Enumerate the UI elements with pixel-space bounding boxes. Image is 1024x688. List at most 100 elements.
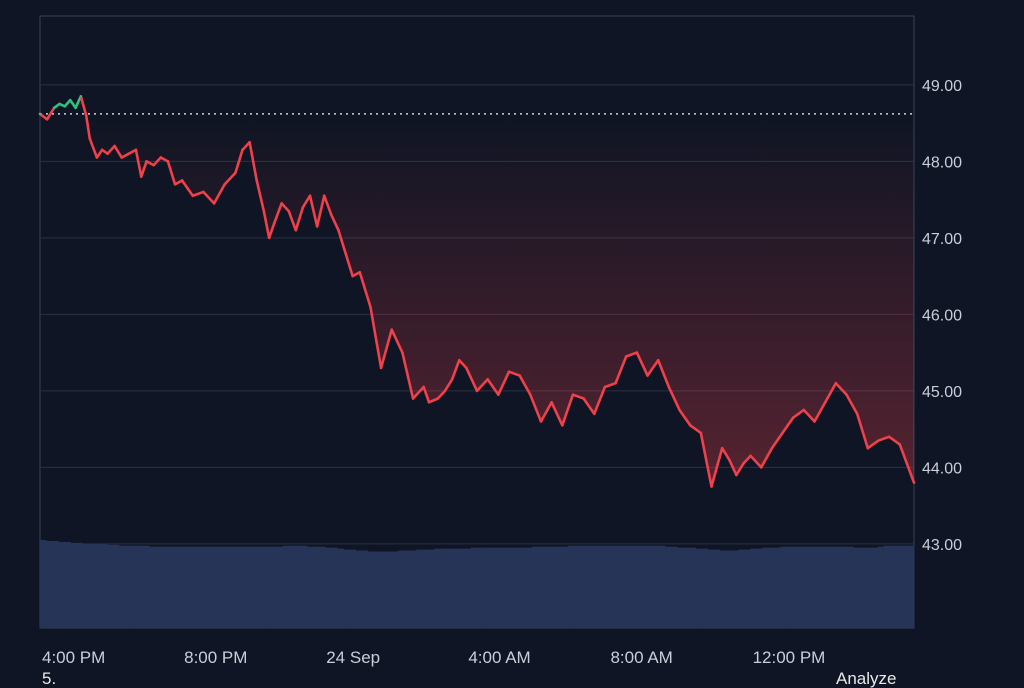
price-point — [486, 378, 489, 381]
volume-bar — [483, 547, 490, 628]
volume-bar — [270, 546, 278, 628]
price-point — [88, 137, 91, 140]
x-tick-label: 12:00 PM — [753, 648, 826, 667]
price-segment — [427, 397, 440, 404]
volume-bar — [719, 550, 727, 628]
price-point — [301, 206, 305, 209]
price-segment — [358, 270, 372, 309]
price-segment — [688, 423, 703, 435]
price-point — [770, 447, 774, 450]
price-segment — [273, 202, 283, 224]
volume-bar — [155, 546, 162, 628]
price-point — [379, 366, 383, 370]
volume-bar — [258, 546, 265, 628]
volume-bar — [40, 540, 47, 628]
price-segment — [113, 144, 124, 159]
volume-bar — [646, 545, 654, 628]
price-segment — [379, 328, 394, 370]
volume-bar — [592, 545, 599, 628]
price-point — [443, 389, 447, 393]
price-segment — [191, 190, 205, 198]
volume-bar — [841, 546, 848, 628]
volume-bar — [452, 548, 460, 628]
price-segment — [646, 358, 660, 377]
price-point — [308, 194, 312, 197]
price-point — [113, 144, 116, 148]
volume-bar — [829, 546, 836, 628]
volume-bar — [701, 548, 709, 628]
volume-bar — [410, 550, 417, 628]
volume-bar — [513, 547, 520, 628]
volume-bar — [294, 545, 302, 628]
price-point — [315, 225, 319, 228]
analyze-link[interactable]: Analyze — [836, 669, 897, 688]
price-segment — [560, 393, 575, 427]
price-segment — [248, 140, 259, 182]
volume-bar — [373, 551, 381, 628]
volume-bar — [580, 545, 587, 628]
volume-bar — [695, 548, 702, 628]
price-point — [507, 370, 511, 373]
price-point — [53, 106, 56, 110]
price-segment — [770, 431, 784, 450]
price-point — [262, 209, 266, 213]
price-point — [728, 458, 731, 461]
volume-bar — [574, 545, 581, 628]
price-point — [781, 431, 784, 435]
price-segment — [436, 389, 447, 400]
price-segment — [749, 454, 763, 469]
price-point — [465, 366, 468, 370]
volume-bar — [440, 548, 448, 628]
price-point — [140, 175, 143, 178]
price-point — [678, 408, 681, 412]
price-segment — [166, 160, 177, 186]
y-tick-label: 49.00 — [922, 78, 962, 95]
price-point — [234, 171, 237, 175]
volume-bar — [240, 546, 247, 628]
price-segment — [159, 156, 170, 163]
price-segment — [465, 366, 479, 393]
price-segment — [84, 114, 92, 140]
volume-bar — [173, 546, 180, 628]
y-tick-label: 44.00 — [922, 460, 962, 477]
volume-bar — [246, 546, 253, 628]
price-point — [749, 454, 752, 458]
volume-bar — [713, 549, 721, 628]
x-axis: 4:00 PM 8:00 PM 24 Sep 4:00 AM 8:00 AM 12:00 … — [42, 648, 825, 667]
volume-bar — [598, 545, 605, 628]
volume-bar — [883, 545, 891, 628]
price-point — [223, 183, 226, 186]
volume-bar — [276, 546, 284, 628]
footer-left-label: 5. — [42, 669, 57, 688]
volume-bar — [197, 546, 205, 628]
price-point — [905, 462, 909, 465]
x-tick-label: 4:00 AM — [468, 648, 530, 667]
volume-bar — [337, 548, 344, 628]
price-point — [539, 420, 543, 423]
price-segment — [223, 171, 237, 186]
volume-bar — [203, 546, 211, 628]
price-point — [735, 473, 738, 477]
volume-bar — [865, 547, 872, 628]
price-point — [571, 393, 575, 396]
volume-bar — [325, 547, 332, 628]
price-segment — [330, 213, 340, 232]
volume-bar — [762, 547, 769, 628]
volume-bar — [895, 545, 903, 628]
y-tick-label: 48.00 — [922, 154, 962, 171]
volume-bar — [185, 546, 193, 628]
price-segment — [134, 148, 143, 178]
price-segment — [710, 446, 724, 488]
price-segment — [351, 270, 362, 278]
volume-bar — [731, 550, 739, 628]
price-segment — [322, 194, 333, 217]
price-segment — [667, 385, 681, 412]
volume-bar — [653, 545, 660, 628]
volume-bar — [367, 551, 375, 628]
volume-bar — [404, 550, 411, 628]
price-point — [58, 102, 61, 106]
price-segment — [262, 209, 271, 240]
x-tick-label: 4:00 PM — [42, 648, 105, 667]
volume-bar — [737, 549, 745, 628]
